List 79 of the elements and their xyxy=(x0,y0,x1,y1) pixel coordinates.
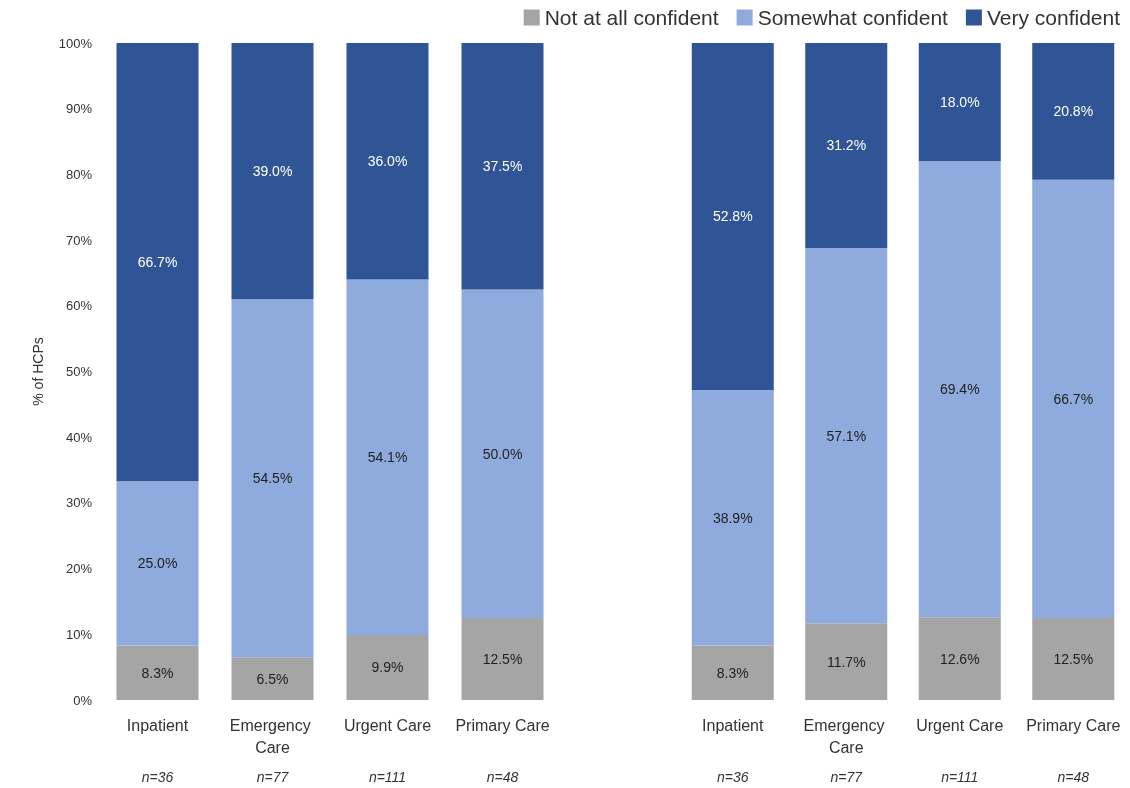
bar xyxy=(1032,43,1115,180)
bar xyxy=(461,43,544,290)
y-tick-label: 80% xyxy=(65,166,93,182)
bar xyxy=(231,43,314,300)
data-label: 57.1% xyxy=(826,427,867,444)
legend-label: Very confident xyxy=(986,6,1121,29)
text: n=48 xyxy=(486,769,519,785)
legend-label: Not at all confident xyxy=(544,6,719,29)
data-label: 52.8% xyxy=(712,208,753,225)
data-label: 66.7% xyxy=(137,254,178,271)
y-tick-label: 40% xyxy=(65,429,93,445)
bar xyxy=(805,247,888,624)
bar xyxy=(231,299,314,658)
x-tick-label: Inpatient xyxy=(126,716,189,734)
data-label: 50.0% xyxy=(482,445,523,462)
bar xyxy=(116,481,199,646)
data-label: 12.5% xyxy=(482,650,523,667)
text: n=111 xyxy=(941,769,979,785)
data-label: 38.9% xyxy=(712,509,753,526)
data-label: 69.4% xyxy=(939,381,980,398)
x-tick-label: Emergency Care xyxy=(803,716,889,756)
y-axis-title: % of HCPs xyxy=(30,337,46,406)
data-label: 12.6% xyxy=(939,650,980,667)
bar xyxy=(346,43,429,280)
data-label: 37.5% xyxy=(482,158,523,175)
bar xyxy=(691,389,774,646)
bar xyxy=(1032,179,1115,618)
x-tick-label: Emergency Care xyxy=(229,716,316,756)
bar xyxy=(918,43,1001,162)
text: n=36 xyxy=(141,769,174,785)
y-tick-label: 90% xyxy=(65,101,93,117)
data-label: 20.8% xyxy=(1053,103,1094,120)
y-tick-label: 100% xyxy=(58,35,93,51)
bar xyxy=(805,43,888,248)
y-tick-label: 20% xyxy=(65,561,93,577)
y-tick-label: 10% xyxy=(65,626,93,642)
text: n=111 xyxy=(368,769,407,785)
data-label: 9.9% xyxy=(371,659,404,676)
text: n=36 xyxy=(716,769,749,785)
bar xyxy=(346,634,429,700)
y-tick-label: 50% xyxy=(65,364,93,379)
y-tick-label: 70% xyxy=(65,232,93,248)
bar xyxy=(116,43,199,482)
x-tick-label: Primary Care xyxy=(455,716,550,734)
y-tick-label: 30% xyxy=(65,495,93,511)
data-label: 54.5% xyxy=(252,470,293,487)
x-tick-label: Primary Care xyxy=(1026,716,1121,734)
bar xyxy=(691,645,774,700)
bar xyxy=(918,161,1001,618)
data-label: 12.5% xyxy=(1053,650,1094,667)
data-label: 66.7% xyxy=(1053,390,1094,407)
bar xyxy=(691,43,774,390)
text: n=48 xyxy=(1057,769,1090,785)
data-label: 18.0% xyxy=(939,94,980,111)
data-label: 25.0% xyxy=(137,555,178,572)
bar xyxy=(461,289,544,618)
bar xyxy=(346,279,429,635)
bar xyxy=(231,657,314,700)
bar xyxy=(918,617,1001,700)
data-label: 39.0% xyxy=(252,163,293,180)
bar xyxy=(805,623,888,700)
bar xyxy=(461,617,544,700)
x-tick-label: Urgent Care xyxy=(343,716,432,734)
y-tick-label: 60% xyxy=(65,298,93,314)
text: n=77 xyxy=(830,769,864,785)
data-label: 6.5% xyxy=(256,670,289,687)
x-tick-label: Urgent Care xyxy=(916,716,1004,734)
data-label: 11.7% xyxy=(826,653,866,670)
y-tick-label: 0% xyxy=(73,692,93,708)
x-tick-label: Inpatient xyxy=(702,716,764,734)
bar xyxy=(116,645,199,700)
data-label: 36.0% xyxy=(367,153,408,170)
legend-label: Somewhat confident xyxy=(757,6,949,29)
data-label: 8.3% xyxy=(716,664,749,681)
data-label: 31.2% xyxy=(826,137,867,154)
data-label: 8.3% xyxy=(141,664,174,681)
text: n=77 xyxy=(256,769,290,785)
data-label: 54.1% xyxy=(367,449,408,466)
bar xyxy=(1032,617,1115,700)
